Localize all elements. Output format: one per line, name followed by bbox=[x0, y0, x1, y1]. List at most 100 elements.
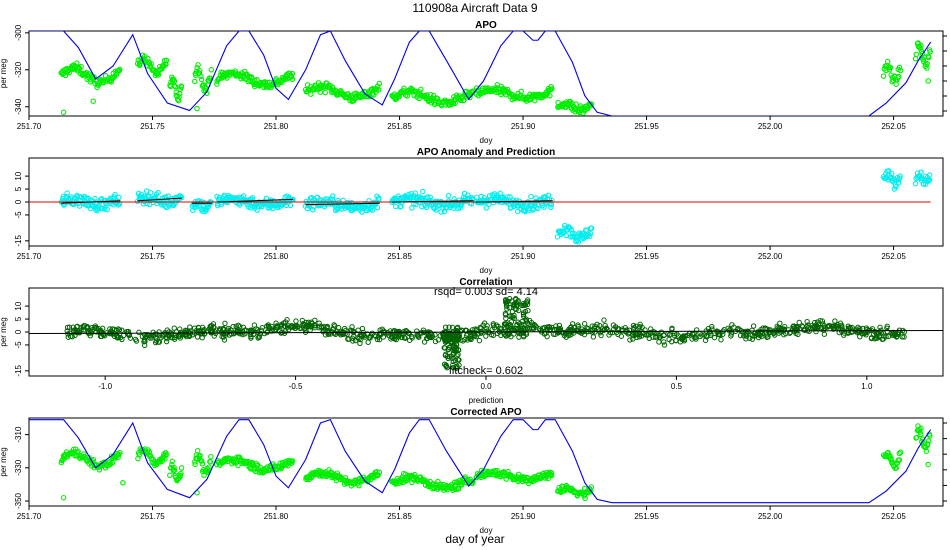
data-point bbox=[927, 433, 933, 439]
data-point bbox=[581, 321, 588, 327]
data-point bbox=[396, 328, 402, 335]
data-point bbox=[198, 76, 205, 83]
data-point bbox=[369, 207, 376, 213]
data-point bbox=[817, 317, 823, 324]
data-point bbox=[504, 320, 510, 326]
data-point bbox=[449, 324, 456, 331]
data-point bbox=[207, 326, 214, 332]
data-point bbox=[427, 194, 433, 201]
data-point bbox=[191, 204, 198, 210]
data-point bbox=[598, 332, 604, 339]
data-point bbox=[519, 302, 525, 309]
data-point bbox=[918, 42, 924, 49]
data-point bbox=[926, 172, 933, 178]
data-point bbox=[532, 322, 538, 329]
y-axis-label: per meg bbox=[0, 447, 8, 476]
data-point bbox=[476, 337, 483, 344]
data-point bbox=[178, 465, 185, 471]
data-point bbox=[837, 320, 844, 326]
panel-correlation: Correlation prediction per meg -1.0 -0.5 0.0 0… bbox=[0, 277, 944, 405]
data-point bbox=[172, 200, 178, 206]
plot-frame bbox=[28, 30, 944, 117]
data-point bbox=[287, 202, 294, 209]
data-point bbox=[76, 203, 83, 209]
data-point bbox=[156, 329, 162, 335]
data-point bbox=[445, 347, 452, 353]
x-tick-label: 251.85 bbox=[387, 252, 412, 261]
data-point bbox=[374, 83, 381, 89]
data-point bbox=[330, 193, 336, 199]
data-point bbox=[316, 320, 322, 326]
data-point bbox=[673, 337, 679, 344]
data-point bbox=[148, 61, 155, 67]
data-point bbox=[453, 365, 459, 371]
data-point bbox=[259, 324, 265, 331]
data-point bbox=[125, 331, 131, 337]
x-axis-label: doy bbox=[480, 266, 493, 275]
panel-title: Corrected APO bbox=[450, 407, 522, 418]
data-point bbox=[602, 322, 608, 329]
data-point bbox=[755, 334, 762, 341]
data-point bbox=[681, 334, 687, 340]
data-point bbox=[896, 457, 903, 463]
data-point bbox=[317, 89, 324, 95]
data-point bbox=[273, 326, 279, 333]
data-point bbox=[192, 78, 198, 85]
data-point bbox=[100, 332, 107, 338]
data-point bbox=[254, 327, 261, 333]
data-point bbox=[196, 203, 203, 209]
data-point bbox=[884, 323, 890, 329]
data-point bbox=[897, 173, 903, 179]
data-point bbox=[508, 204, 514, 211]
data-point bbox=[342, 474, 349, 481]
data-point bbox=[235, 462, 241, 469]
data-point bbox=[222, 320, 228, 326]
data-point bbox=[650, 334, 656, 340]
data-point bbox=[101, 206, 108, 212]
data-point bbox=[349, 335, 356, 341]
data-point bbox=[163, 331, 169, 337]
data-point bbox=[322, 89, 328, 96]
data-point bbox=[806, 324, 812, 330]
data-point bbox=[750, 323, 757, 329]
data-point bbox=[451, 347, 458, 353]
data-point bbox=[693, 327, 700, 333]
data-point bbox=[220, 331, 227, 337]
x-tick-label: 0.5 bbox=[671, 382, 683, 391]
data-point bbox=[299, 317, 306, 324]
data-point bbox=[451, 479, 458, 486]
data-point bbox=[707, 329, 713, 335]
panel-content bbox=[29, 418, 933, 504]
data-point bbox=[924, 60, 930, 67]
data-point bbox=[331, 322, 337, 328]
data-point bbox=[880, 73, 887, 79]
data-point bbox=[877, 324, 883, 331]
data-point bbox=[652, 334, 659, 340]
data-point bbox=[587, 230, 594, 237]
data-point bbox=[278, 321, 285, 327]
data-point bbox=[446, 354, 453, 360]
data-point bbox=[472, 333, 478, 339]
data-point bbox=[884, 58, 891, 65]
data-point bbox=[545, 192, 552, 199]
data-point bbox=[284, 324, 291, 330]
data-point bbox=[187, 324, 193, 330]
data-point bbox=[175, 333, 182, 339]
data-point bbox=[720, 331, 726, 337]
outlier-point bbox=[925, 461, 931, 468]
data-point bbox=[83, 195, 90, 202]
data-point bbox=[237, 323, 243, 330]
data-point bbox=[451, 335, 458, 341]
data-point bbox=[525, 308, 531, 314]
data-point bbox=[64, 190, 70, 196]
data-point bbox=[893, 184, 899, 190]
x-tick-label: 252.00 bbox=[758, 252, 783, 261]
data-point bbox=[116, 66, 123, 73]
data-point bbox=[815, 324, 821, 331]
data-point bbox=[606, 332, 612, 338]
data-point bbox=[885, 333, 892, 340]
data-point bbox=[918, 425, 924, 432]
data-point bbox=[199, 458, 205, 464]
x-tick-label: 252.05 bbox=[881, 122, 906, 131]
data-point bbox=[178, 194, 185, 201]
